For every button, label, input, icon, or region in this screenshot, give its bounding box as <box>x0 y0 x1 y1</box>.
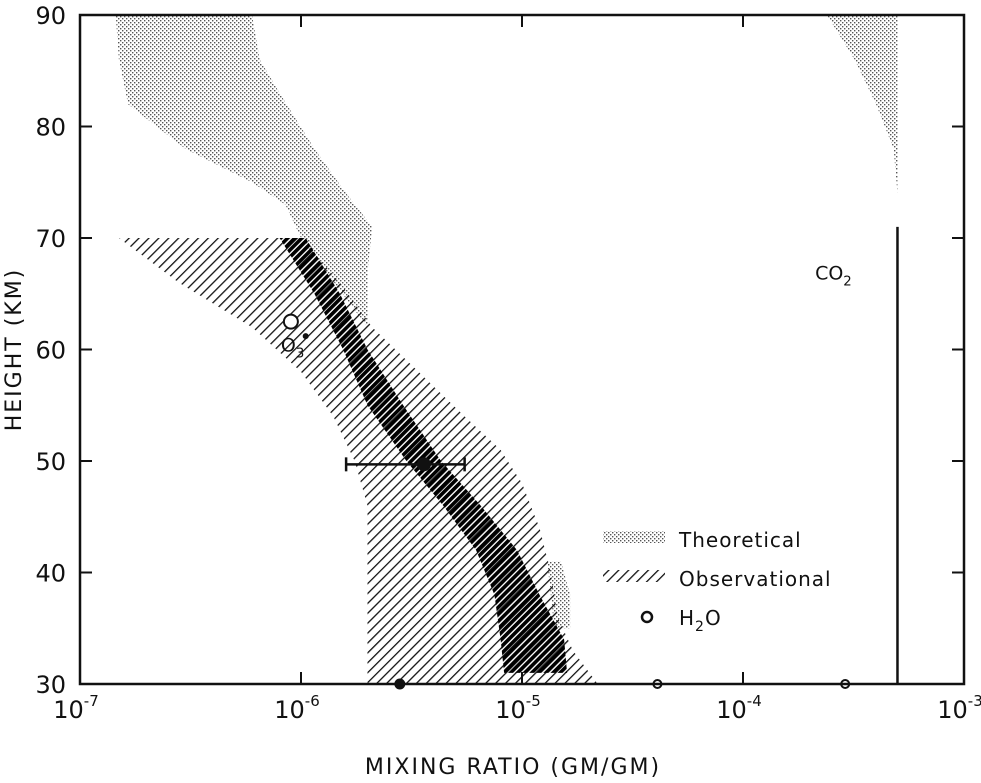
band-observational-3 <box>118 238 598 684</box>
legend-swatch-theoretical <box>603 531 665 543</box>
y-tick-label-2: 50 <box>35 448 66 476</box>
x-axis-title: MIXING RATIO (GM/GM) <box>365 755 661 780</box>
x-tick-label-0: 10-7 <box>53 692 99 724</box>
legend-label-theoretical: Theoretical <box>678 528 802 552</box>
annotations: O3 CO2 <box>281 262 852 361</box>
x-tick-labels: 10-7 10-6 10-5 10-4 10-3 <box>53 692 981 724</box>
x-tick-label-2: 10-5 <box>495 692 541 724</box>
y-tick-labels: 30 40 50 60 70 80 90 <box>35 2 66 699</box>
legend-marker-h2o <box>640 610 654 624</box>
point-filled-points-1 <box>302 333 309 340</box>
band-theoretical-0 <box>115 15 373 328</box>
x-tick-label-3: 10-4 <box>716 692 762 724</box>
annotation-o3: O3 <box>281 335 304 362</box>
legend-swatch-observational <box>603 570 665 582</box>
legend-label-h2o: H2O <box>679 606 722 635</box>
plot-area <box>115 15 899 690</box>
annotation-co2: CO2 <box>815 262 852 289</box>
point-h2o-0 <box>282 313 299 330</box>
band-observational-dense-4 <box>279 238 568 673</box>
legend-label-observational: Observational <box>679 567 832 591</box>
legend: Theoretical Observational H2O <box>603 528 832 635</box>
y-tick-label-4: 70 <box>35 225 66 253</box>
y-tick-label-1: 40 <box>35 560 66 588</box>
y-axis-title: HEIGHT (KM) <box>2 268 27 432</box>
axis-ticks <box>79 14 965 685</box>
y-tick-label-5: 80 <box>35 114 66 142</box>
x-tick-label-1: 10-6 <box>274 692 320 724</box>
errorbar-point <box>416 457 431 472</box>
y-tick-label-0: 30 <box>35 671 66 699</box>
y-tick-label-6: 90 <box>35 2 66 30</box>
y-tick-label-3: 60 <box>35 337 66 365</box>
band-theoretical-2 <box>827 15 898 227</box>
x-tick-label-4: 10-3 <box>937 692 981 724</box>
